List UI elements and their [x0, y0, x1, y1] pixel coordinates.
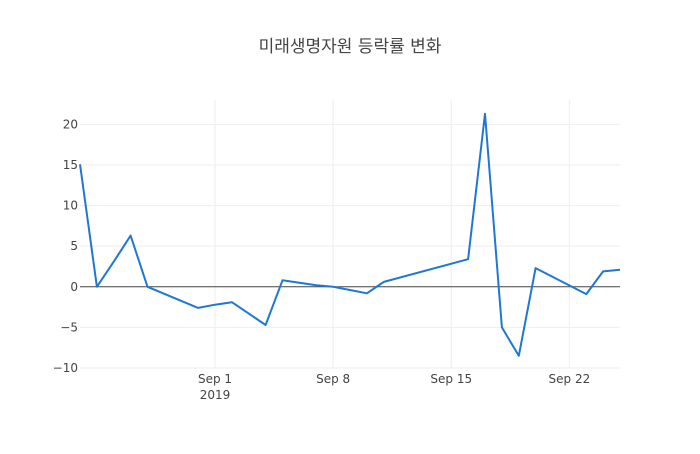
- x-tick-label: Sep 15: [430, 372, 472, 386]
- y-tick-label: 20: [63, 117, 78, 131]
- y-tick-label: −5: [60, 320, 78, 334]
- y-tick-label: 5: [70, 239, 78, 253]
- y-tick-label: 10: [63, 199, 78, 213]
- x-tick-label: Sep 1: [198, 372, 232, 386]
- series-line: [79, 112, 621, 357]
- chart-title: 미래생명자원 등락률 변화: [258, 37, 442, 57]
- x-tick-label: Sep 8: [316, 372, 350, 386]
- x-tick-label: Sep 22: [549, 372, 591, 386]
- y-tick-label: 15: [63, 158, 78, 172]
- x-tick-sublabel: 2019: [200, 388, 231, 402]
- y-tick-label: −10: [53, 361, 78, 375]
- y-tick-label: 0: [70, 280, 78, 294]
